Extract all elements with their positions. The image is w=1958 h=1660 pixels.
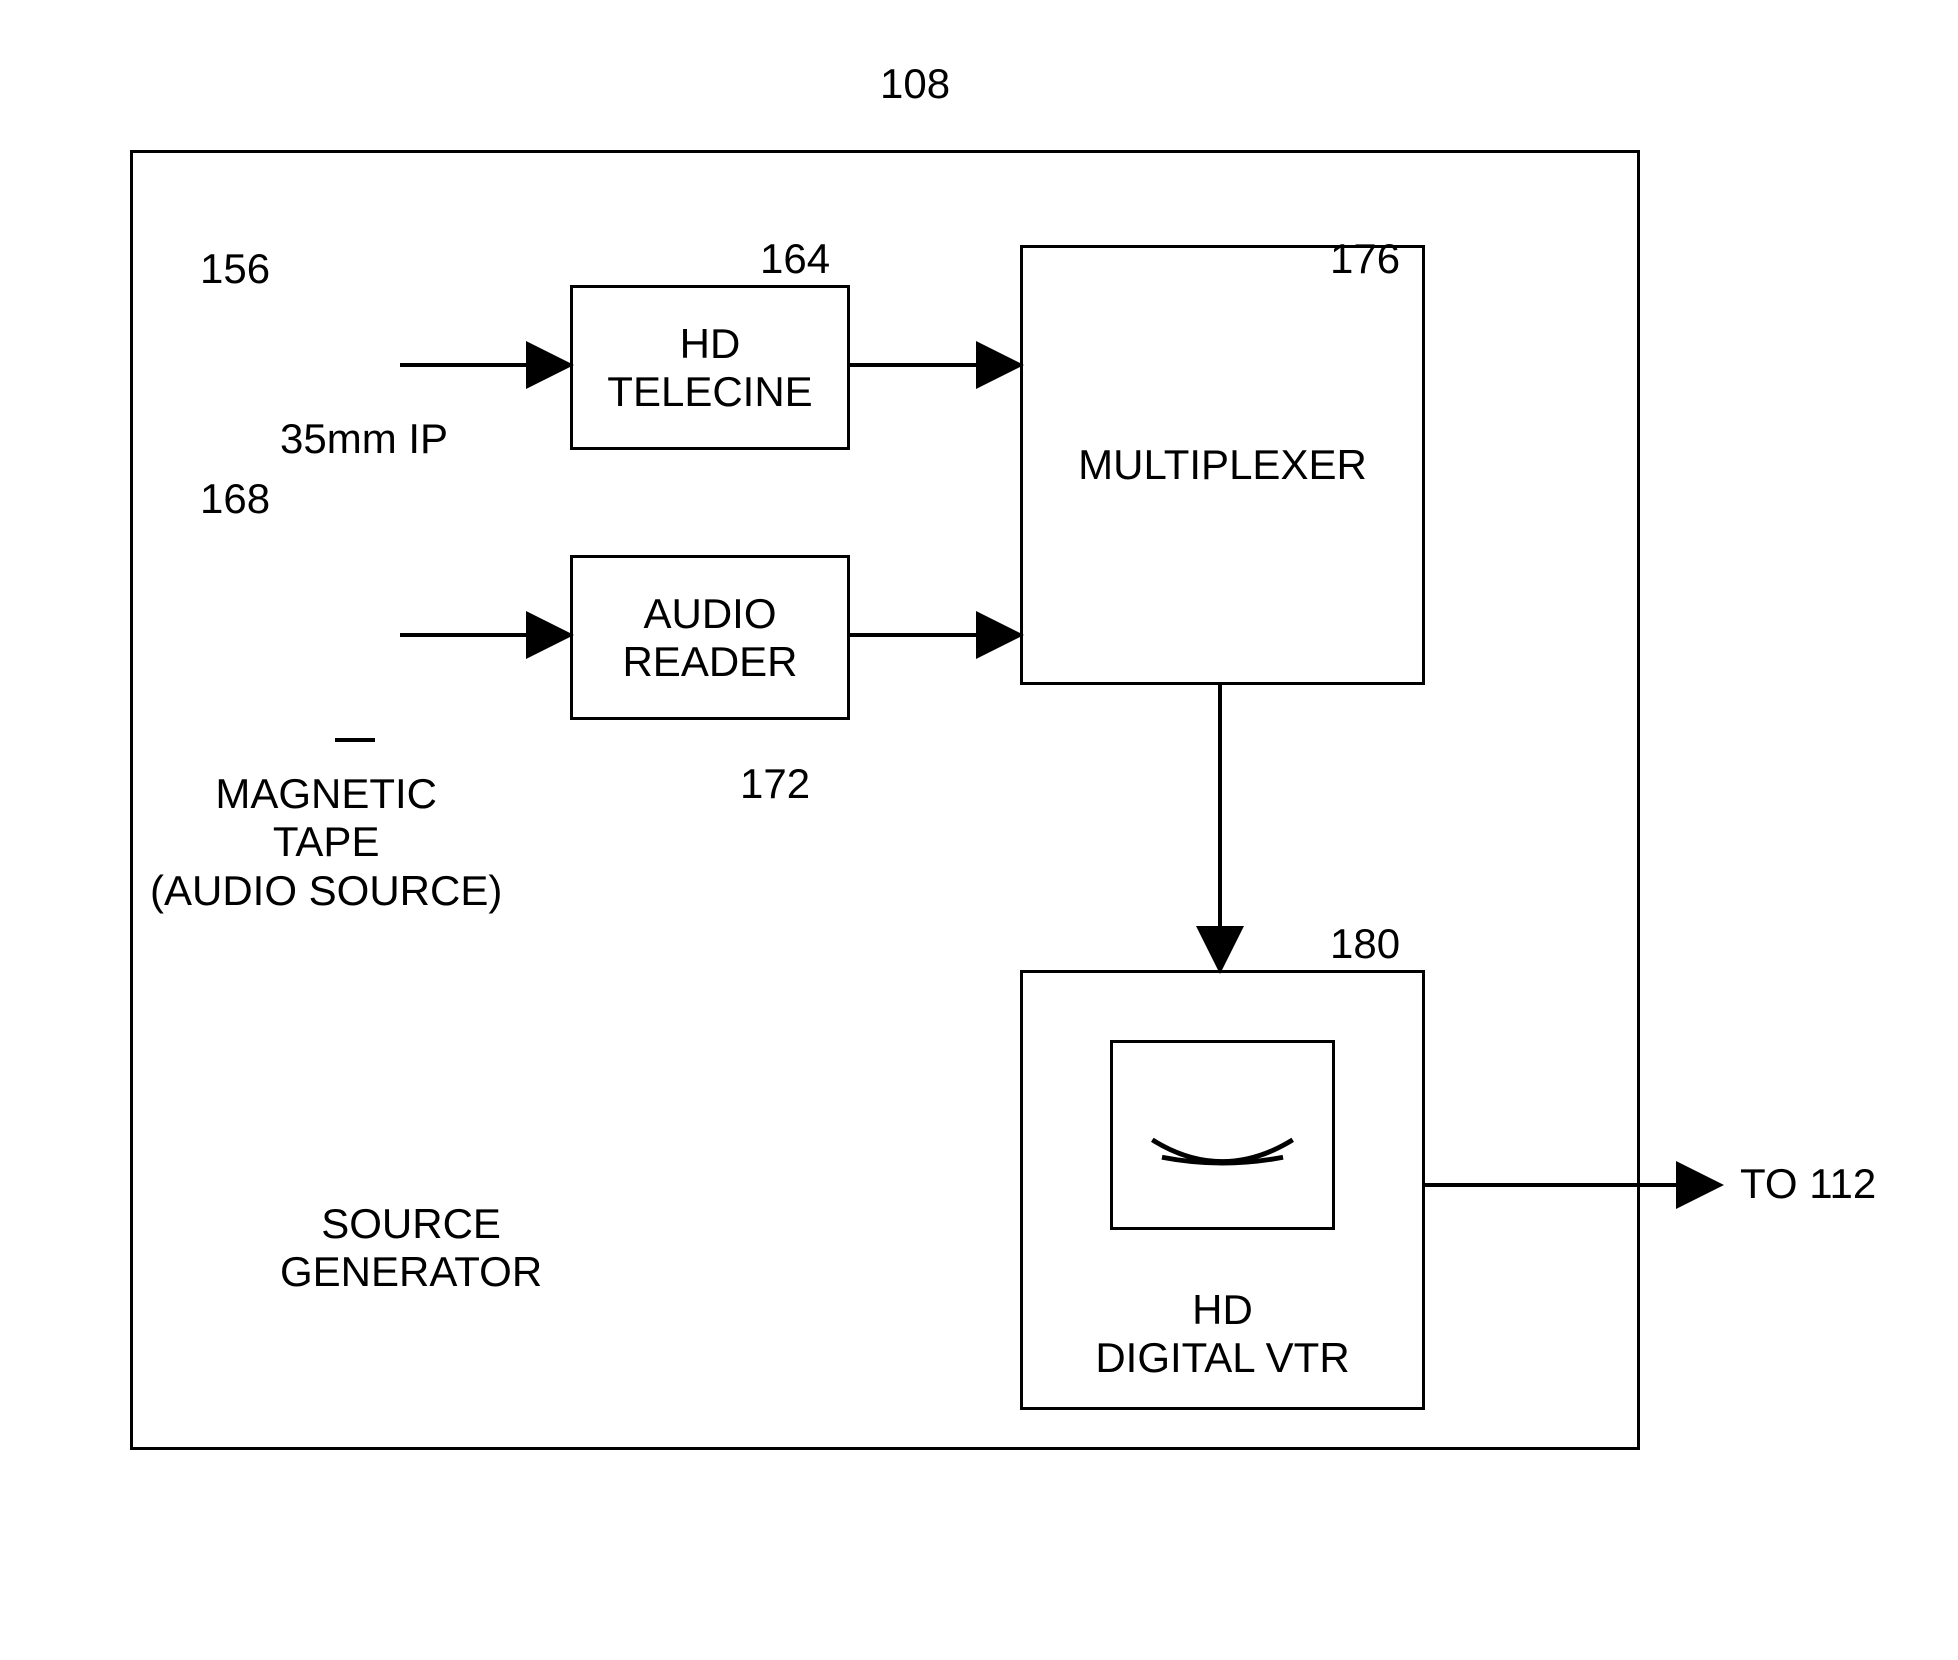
- input-magnetic-tape: MAGNETIC TAPE (AUDIO SOURCE): [150, 770, 502, 915]
- audio-reader-line1: AUDIO: [643, 590, 776, 638]
- source-generator-label: SOURCE GENERATOR: [280, 1200, 542, 1297]
- input-35mm: 35mm IP: [280, 415, 448, 463]
- ref-180: 180: [1330, 920, 1400, 968]
- ref-172: 172: [740, 760, 810, 808]
- multiplexer-block: MULTIPLEXER: [1020, 245, 1425, 685]
- hd-telecine-line1: HD: [680, 320, 741, 368]
- audio-reader-block: AUDIO READER: [570, 555, 850, 720]
- ref-156: 156: [200, 245, 270, 293]
- ref-164: 164: [760, 235, 830, 283]
- vtr-screen-svg: [1113, 1043, 1332, 1227]
- output-label: TO 112: [1740, 1160, 1876, 1208]
- hd-telecine-block: HD TELECINE: [570, 285, 850, 450]
- vtr-line2: DIGITAL VTR: [1095, 1334, 1349, 1382]
- hd-telecine-line2: TELECINE: [607, 368, 812, 416]
- audio-reader-line2: READER: [622, 638, 797, 686]
- ref-108: 108: [880, 60, 950, 108]
- ref-176: 176: [1330, 235, 1400, 283]
- multiplexer-label: MULTIPLEXER: [1078, 441, 1367, 489]
- vtr-screen-icon: [1110, 1040, 1335, 1230]
- ref-168: 168: [200, 475, 270, 523]
- vtr-line1: HD: [1192, 1286, 1253, 1334]
